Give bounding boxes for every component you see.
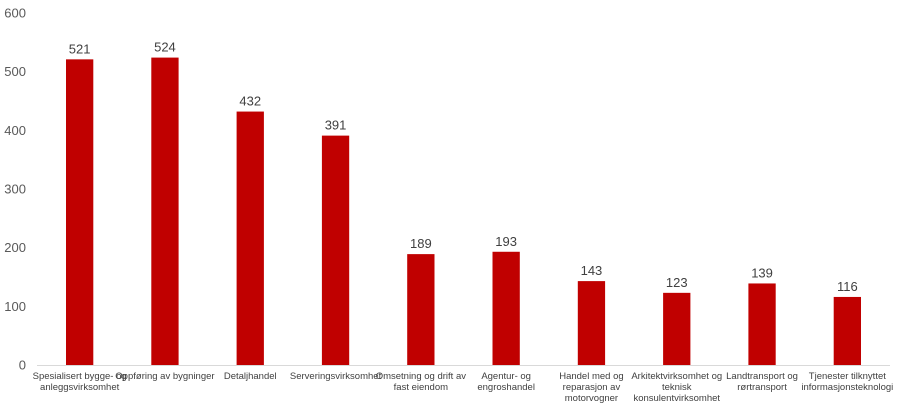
data-labels-group: 521 524 432 391 189 193 143 123 139 116	[69, 40, 858, 294]
category-label-5: Omsetning og drift av fast eiendom	[376, 371, 467, 393]
category-label-6: Agentur- og engroshandel	[477, 371, 535, 393]
category-label-line: Spesialisert bygge- og	[33, 371, 127, 382]
category-label-line: Tjenester tilknyttet	[809, 371, 886, 382]
category-label-3: Detaljhandel	[224, 371, 277, 382]
data-label-7: 143	[581, 263, 603, 278]
bar-5	[407, 254, 435, 365]
bar-3	[236, 111, 264, 365]
category-label-line: rørtransport	[737, 382, 787, 393]
category-label-7: Handel med og reparasjon av motorvogner	[559, 371, 623, 404]
y-tick-label-100: 100	[4, 299, 26, 314]
category-label-line: fast eiendom	[394, 382, 448, 393]
y-tick-label-500: 500	[4, 64, 26, 79]
category-label-line: Omsetning og drift av	[376, 371, 467, 382]
bar-6	[492, 251, 520, 365]
category-label-line: Oppføring av bygninger	[115, 371, 214, 382]
category-label-line: engroshandel	[477, 382, 535, 393]
bar-7	[577, 281, 606, 365]
category-label-line: Handel med og	[559, 371, 623, 382]
category-label-1: Spesialisert bygge- og anleggsvirksomhet	[33, 371, 127, 393]
y-tick-label-300: 300	[4, 182, 26, 197]
y-tick-label-200: 200	[4, 240, 26, 255]
category-label-line: informasjonsteknologi	[801, 382, 893, 393]
category-labels-group: Spesialisert bygge- og anleggsvirksomhetO…	[33, 371, 894, 404]
data-label-4: 391	[325, 118, 347, 133]
category-label-line: Detaljhandel	[224, 371, 277, 382]
bar-4	[321, 135, 350, 365]
category-label-8: Arkitektvirksomhet og teknisk konsulentvir…	[631, 371, 722, 404]
category-label-line: Serveringsvirksomhet	[290, 371, 382, 382]
y-tick-label-600: 600	[4, 6, 26, 21]
data-label-5: 189	[410, 236, 432, 251]
y-tick-label-0: 0	[19, 358, 26, 373]
category-label-line: Landtransport og	[726, 371, 798, 382]
category-label-line: reparasjon av	[563, 382, 621, 393]
y-axis: 0 100 200 300 400 500 600	[4, 6, 26, 373]
category-label-line: teknisk	[662, 382, 692, 393]
bar-8	[663, 292, 691, 365]
y-tick-label-400: 400	[4, 123, 26, 138]
category-label-line: motorvogner	[565, 393, 618, 404]
category-label-line: anleggsvirksomhet	[40, 382, 120, 393]
data-label-2: 524	[154, 40, 176, 55]
bars-group	[66, 57, 861, 365]
data-label-8: 123	[666, 275, 688, 290]
data-label-3: 432	[239, 94, 261, 109]
bar-1	[66, 59, 94, 365]
category-label-4: Serveringsvirksomhet	[290, 371, 382, 382]
bar-10	[833, 296, 861, 365]
category-label-line: Agentur- og	[481, 371, 531, 382]
data-label-6: 193	[495, 234, 517, 249]
category-label-10: Tjenester tilknyttet informasjonsteknolog…	[801, 371, 893, 393]
bar-9	[748, 283, 776, 365]
data-label-1: 521	[69, 41, 91, 56]
data-label-9: 139	[751, 265, 773, 280]
category-label-line: Arkitektvirksomhet og	[631, 371, 722, 382]
category-label-2: Oppføring av bygninger	[115, 371, 214, 382]
data-label-10: 116	[837, 279, 858, 294]
category-label-line: konsulentvirksomhet	[633, 393, 720, 404]
bar-2	[151, 57, 179, 365]
category-label-9: Landtransport og rørtransport	[726, 371, 798, 393]
